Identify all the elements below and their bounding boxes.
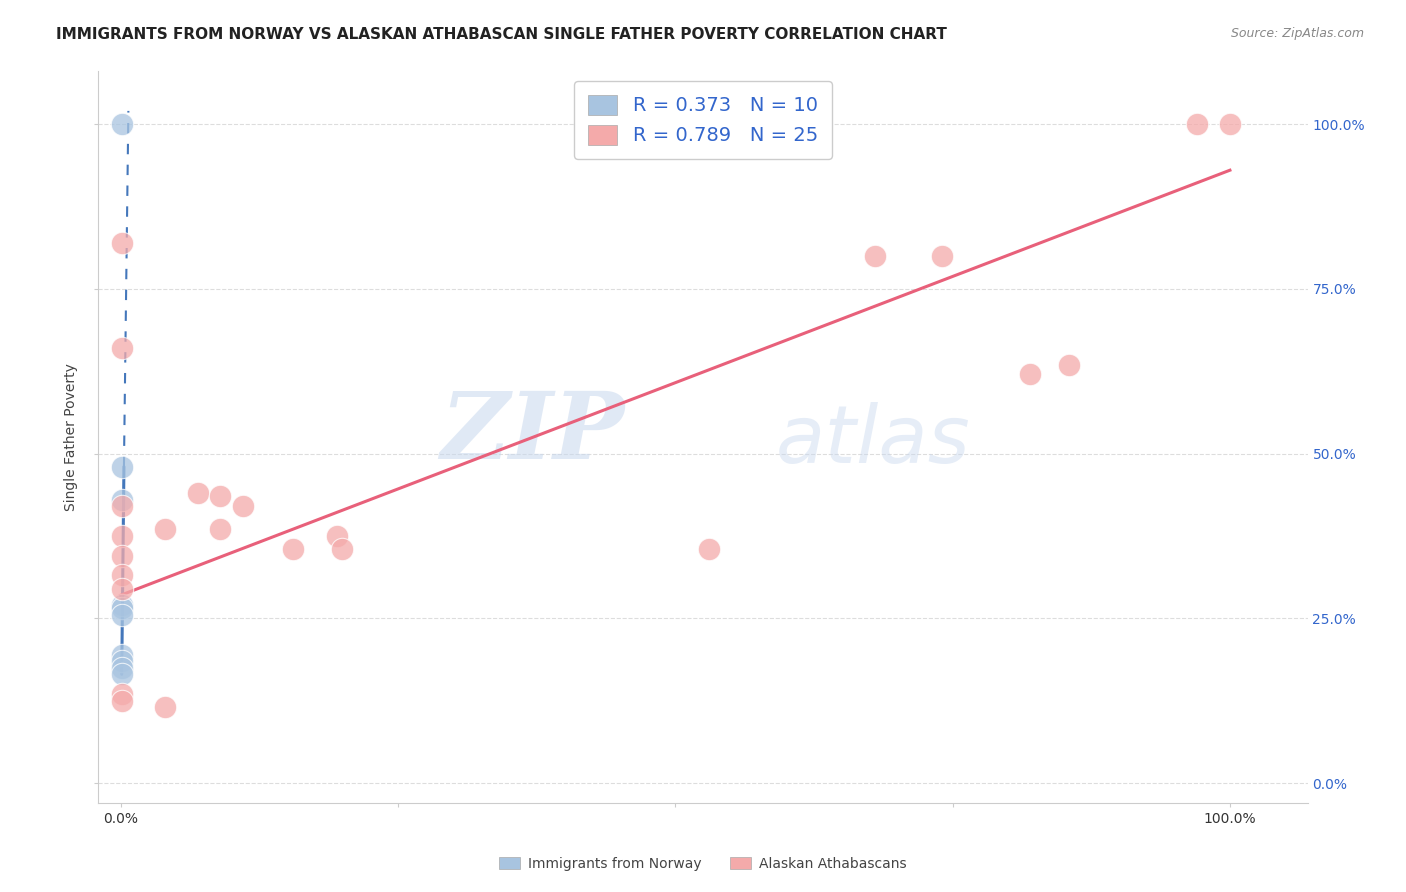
Point [111, 492, 134, 507]
Text: IMMIGRANTS FROM NORWAY VS ALASKAN ATHABASCAN SINGLE FATHER POVERTY CORRELATION C: IMMIGRANTS FROM NORWAY VS ALASKAN ATHABA… [56, 27, 948, 42]
Point [1219, 117, 1241, 131]
Point [209, 489, 232, 503]
Point [281, 542, 304, 557]
Point [111, 661, 134, 675]
Point [1185, 117, 1208, 131]
Point [232, 500, 254, 514]
Point [111, 117, 134, 131]
Point [111, 607, 134, 622]
Y-axis label: Single Father Poverty: Single Father Poverty [65, 363, 79, 511]
Text: atlas: atlas [776, 401, 970, 480]
Point [209, 522, 232, 536]
Point [111, 500, 134, 514]
Point [153, 522, 176, 536]
Point [326, 529, 349, 543]
Point [111, 598, 134, 612]
Legend: Immigrants from Norway, Alaskan Athabascans: Immigrants from Norway, Alaskan Athabasc… [494, 851, 912, 876]
Point [111, 529, 134, 543]
Text: Source: ZipAtlas.com: Source: ZipAtlas.com [1230, 27, 1364, 40]
Point [332, 542, 354, 557]
Point [697, 542, 720, 557]
Point [111, 648, 134, 662]
Point [111, 549, 134, 563]
Point [863, 249, 886, 263]
Point [111, 459, 134, 474]
Point [111, 654, 134, 668]
Point [111, 341, 134, 355]
Point [187, 486, 209, 500]
Point [111, 667, 134, 681]
Point [1019, 368, 1042, 382]
Point [931, 249, 953, 263]
Point [1057, 358, 1080, 372]
Point [111, 693, 134, 707]
Point [153, 700, 176, 714]
Point [111, 601, 134, 615]
Point [111, 568, 134, 582]
Point [111, 687, 134, 701]
Point [111, 582, 134, 596]
Point [111, 235, 134, 250]
Text: ZIP: ZIP [440, 388, 624, 478]
Legend: R = 0.373   N = 10, R = 0.789   N = 25: R = 0.373 N = 10, R = 0.789 N = 25 [575, 81, 831, 159]
